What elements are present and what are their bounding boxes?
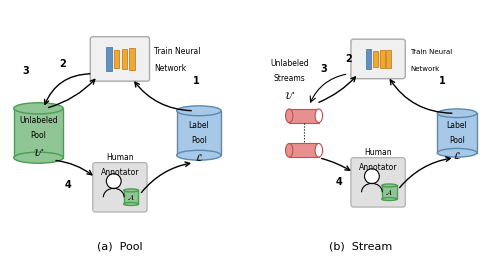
Ellipse shape <box>124 189 138 192</box>
Text: Label: Label <box>447 121 468 130</box>
Ellipse shape <box>285 143 293 157</box>
FancyBboxPatch shape <box>90 37 149 81</box>
Text: 4: 4 <box>335 177 342 187</box>
Text: $\mathcal{A}$: $\mathcal{A}$ <box>385 188 393 197</box>
Bar <box>14 108 63 158</box>
Ellipse shape <box>14 152 63 163</box>
FancyBboxPatch shape <box>93 163 147 212</box>
Ellipse shape <box>382 184 396 187</box>
Bar <box>289 143 319 157</box>
FancyArrowPatch shape <box>56 160 92 175</box>
Text: 2: 2 <box>345 54 352 64</box>
Text: 1: 1 <box>439 76 446 86</box>
Ellipse shape <box>124 202 138 205</box>
Bar <box>114 50 120 68</box>
Bar <box>289 109 319 123</box>
FancyArrowPatch shape <box>390 80 452 113</box>
FancyArrowPatch shape <box>322 158 350 170</box>
Text: $\mathcal{U}$: $\mathcal{U}$ <box>283 90 295 101</box>
Bar <box>124 190 138 204</box>
Bar <box>122 49 127 69</box>
Bar <box>177 111 221 155</box>
Text: Train Neural: Train Neural <box>154 47 201 56</box>
Text: Network: Network <box>154 64 187 73</box>
Text: Human: Human <box>106 153 134 162</box>
FancyArrowPatch shape <box>399 157 450 188</box>
Text: Unlabeled: Unlabeled <box>270 59 309 68</box>
Text: $\mathcal{L}$: $\mathcal{L}$ <box>453 150 461 161</box>
Bar <box>386 49 391 68</box>
Text: Network: Network <box>410 66 439 72</box>
Bar <box>437 113 477 153</box>
Ellipse shape <box>177 150 221 160</box>
Ellipse shape <box>315 143 323 157</box>
FancyArrowPatch shape <box>319 77 356 102</box>
FancyBboxPatch shape <box>351 158 405 207</box>
Text: 4: 4 <box>65 180 71 190</box>
Text: Train Neural: Train Neural <box>410 48 453 55</box>
Text: (a)  Pool: (a) Pool <box>97 242 143 252</box>
FancyArrowPatch shape <box>48 80 95 107</box>
Bar <box>379 50 384 68</box>
Text: 3: 3 <box>320 64 327 74</box>
Text: 3: 3 <box>23 66 29 76</box>
Text: $\mathcal{U}$: $\mathcal{U}$ <box>33 147 44 158</box>
Text: Unlabeled: Unlabeled <box>19 116 58 125</box>
Text: $\mathcal{A}$: $\mathcal{A}$ <box>127 193 135 202</box>
Circle shape <box>107 174 121 189</box>
FancyArrowPatch shape <box>141 162 190 193</box>
FancyArrowPatch shape <box>44 74 90 104</box>
Ellipse shape <box>177 106 221 116</box>
FancyBboxPatch shape <box>351 39 405 79</box>
Bar <box>373 51 377 67</box>
FancyArrowPatch shape <box>135 82 191 111</box>
Text: (b)  Stream: (b) Stream <box>329 242 392 252</box>
Ellipse shape <box>14 103 63 114</box>
Bar <box>382 185 396 199</box>
Text: Annotator: Annotator <box>359 163 397 172</box>
Text: Human: Human <box>364 148 392 157</box>
Bar <box>366 49 371 69</box>
Text: Pool: Pool <box>30 131 46 140</box>
Text: $\mathcal{L}$: $\mathcal{L}$ <box>195 152 203 163</box>
Text: 2: 2 <box>60 59 67 69</box>
Ellipse shape <box>382 198 396 201</box>
Text: Label: Label <box>189 121 209 130</box>
Ellipse shape <box>437 109 477 118</box>
Text: Pool: Pool <box>449 136 465 145</box>
Bar <box>129 48 134 70</box>
Text: Pool: Pool <box>191 136 207 145</box>
Bar <box>107 47 112 71</box>
Text: Annotator: Annotator <box>101 168 139 177</box>
Ellipse shape <box>285 109 293 123</box>
Ellipse shape <box>315 109 323 123</box>
Text: Streams: Streams <box>273 74 305 83</box>
Ellipse shape <box>437 148 477 157</box>
Text: 1: 1 <box>193 76 200 86</box>
Circle shape <box>365 169 379 184</box>
